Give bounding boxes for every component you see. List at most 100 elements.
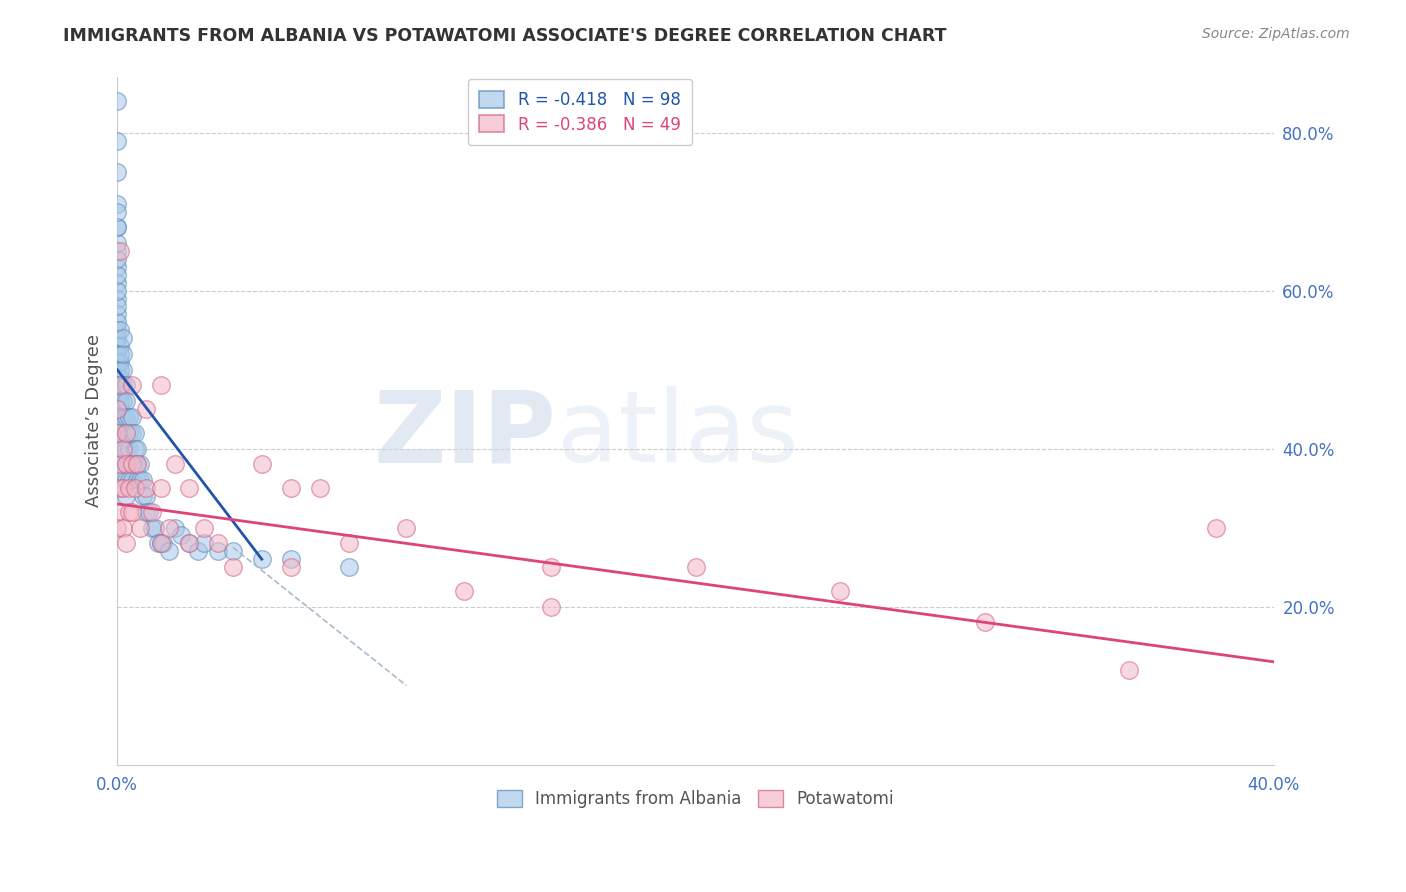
Point xyxy=(124,458,146,472)
Point xyxy=(118,481,141,495)
Point xyxy=(105,276,128,290)
Point xyxy=(105,268,128,282)
Point xyxy=(108,402,131,417)
Point xyxy=(108,323,131,337)
Point xyxy=(129,458,152,472)
Point xyxy=(105,196,128,211)
Point xyxy=(115,458,138,472)
Point xyxy=(124,442,146,456)
Point xyxy=(685,560,707,574)
Point xyxy=(105,204,128,219)
Point xyxy=(108,394,131,409)
Point xyxy=(105,355,128,369)
Point xyxy=(111,394,134,409)
Point xyxy=(129,520,152,534)
Point xyxy=(108,481,131,495)
Point xyxy=(193,536,215,550)
Point xyxy=(105,402,128,417)
Point xyxy=(124,481,146,495)
Point xyxy=(108,386,131,401)
Point xyxy=(111,473,134,487)
Point xyxy=(108,434,131,448)
Point xyxy=(105,284,128,298)
Point xyxy=(121,473,143,487)
Point xyxy=(207,536,229,550)
Point xyxy=(111,442,134,456)
Point xyxy=(127,442,149,456)
Point xyxy=(127,458,149,472)
Point xyxy=(115,425,138,440)
Point xyxy=(108,378,131,392)
Point xyxy=(105,370,128,384)
Point xyxy=(108,362,131,376)
Point xyxy=(108,347,131,361)
Point xyxy=(108,458,131,472)
Text: IMMIGRANTS FROM ALBANIA VS POTAWATOMI ASSOCIATE'S DEGREE CORRELATION CHART: IMMIGRANTS FROM ALBANIA VS POTAWATOMI AS… xyxy=(63,27,946,45)
Point xyxy=(337,536,360,550)
Point xyxy=(170,528,193,542)
Point xyxy=(121,458,143,472)
Point xyxy=(280,552,302,566)
Point xyxy=(124,425,146,440)
Point xyxy=(179,536,201,550)
Point xyxy=(111,410,134,425)
Point xyxy=(132,489,155,503)
Point xyxy=(121,505,143,519)
Point xyxy=(111,378,134,392)
Point xyxy=(121,425,143,440)
Point xyxy=(540,560,562,574)
Point xyxy=(118,505,141,519)
Point xyxy=(105,339,128,353)
Point xyxy=(280,560,302,574)
Point xyxy=(118,473,141,487)
Point xyxy=(187,544,209,558)
Point xyxy=(121,410,143,425)
Point xyxy=(105,300,128,314)
Point xyxy=(222,560,245,574)
Point xyxy=(115,394,138,409)
Point xyxy=(115,378,138,392)
Point xyxy=(121,458,143,472)
Point xyxy=(830,583,852,598)
Point xyxy=(105,220,128,235)
Point xyxy=(1205,520,1227,534)
Point xyxy=(193,520,215,534)
Point xyxy=(127,473,149,487)
Point xyxy=(105,260,128,274)
Point xyxy=(108,378,131,392)
Point xyxy=(111,425,134,440)
Point xyxy=(118,410,141,425)
Point xyxy=(308,481,330,495)
Point xyxy=(111,362,134,376)
Point xyxy=(111,331,134,345)
Point xyxy=(105,386,128,401)
Point xyxy=(105,331,128,345)
Point xyxy=(105,94,128,108)
Point xyxy=(207,544,229,558)
Point xyxy=(118,442,141,456)
Point xyxy=(250,458,273,472)
Text: ZIP: ZIP xyxy=(374,386,557,483)
Point xyxy=(127,458,149,472)
Point xyxy=(973,615,995,630)
Point xyxy=(108,370,131,384)
Point xyxy=(115,425,138,440)
Point xyxy=(115,489,138,503)
Point xyxy=(108,355,131,369)
Point xyxy=(163,520,186,534)
Point xyxy=(157,520,180,534)
Point xyxy=(108,339,131,353)
Point xyxy=(105,236,128,251)
Point xyxy=(105,425,128,440)
Point xyxy=(132,473,155,487)
Point xyxy=(115,410,138,425)
Point xyxy=(105,402,128,417)
Point xyxy=(108,417,131,432)
Point xyxy=(105,417,128,432)
Point xyxy=(105,165,128,179)
Point xyxy=(143,520,166,534)
Point xyxy=(395,520,418,534)
Point xyxy=(141,520,163,534)
Point xyxy=(146,536,169,550)
Point xyxy=(149,481,172,495)
